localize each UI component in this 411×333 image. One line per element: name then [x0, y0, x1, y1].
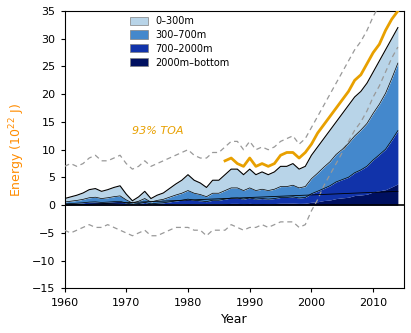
Legend: 0–300m, 300–700m, 700–2000m, 2000m–bottom: 0–300m, 300–700m, 700–2000m, 2000m–botto…: [127, 13, 233, 71]
Text: 93% TOA: 93% TOA: [132, 127, 184, 137]
Y-axis label: Energy (10$^{22}$ J): Energy (10$^{22}$ J): [7, 103, 27, 196]
X-axis label: Year: Year: [221, 313, 247, 326]
